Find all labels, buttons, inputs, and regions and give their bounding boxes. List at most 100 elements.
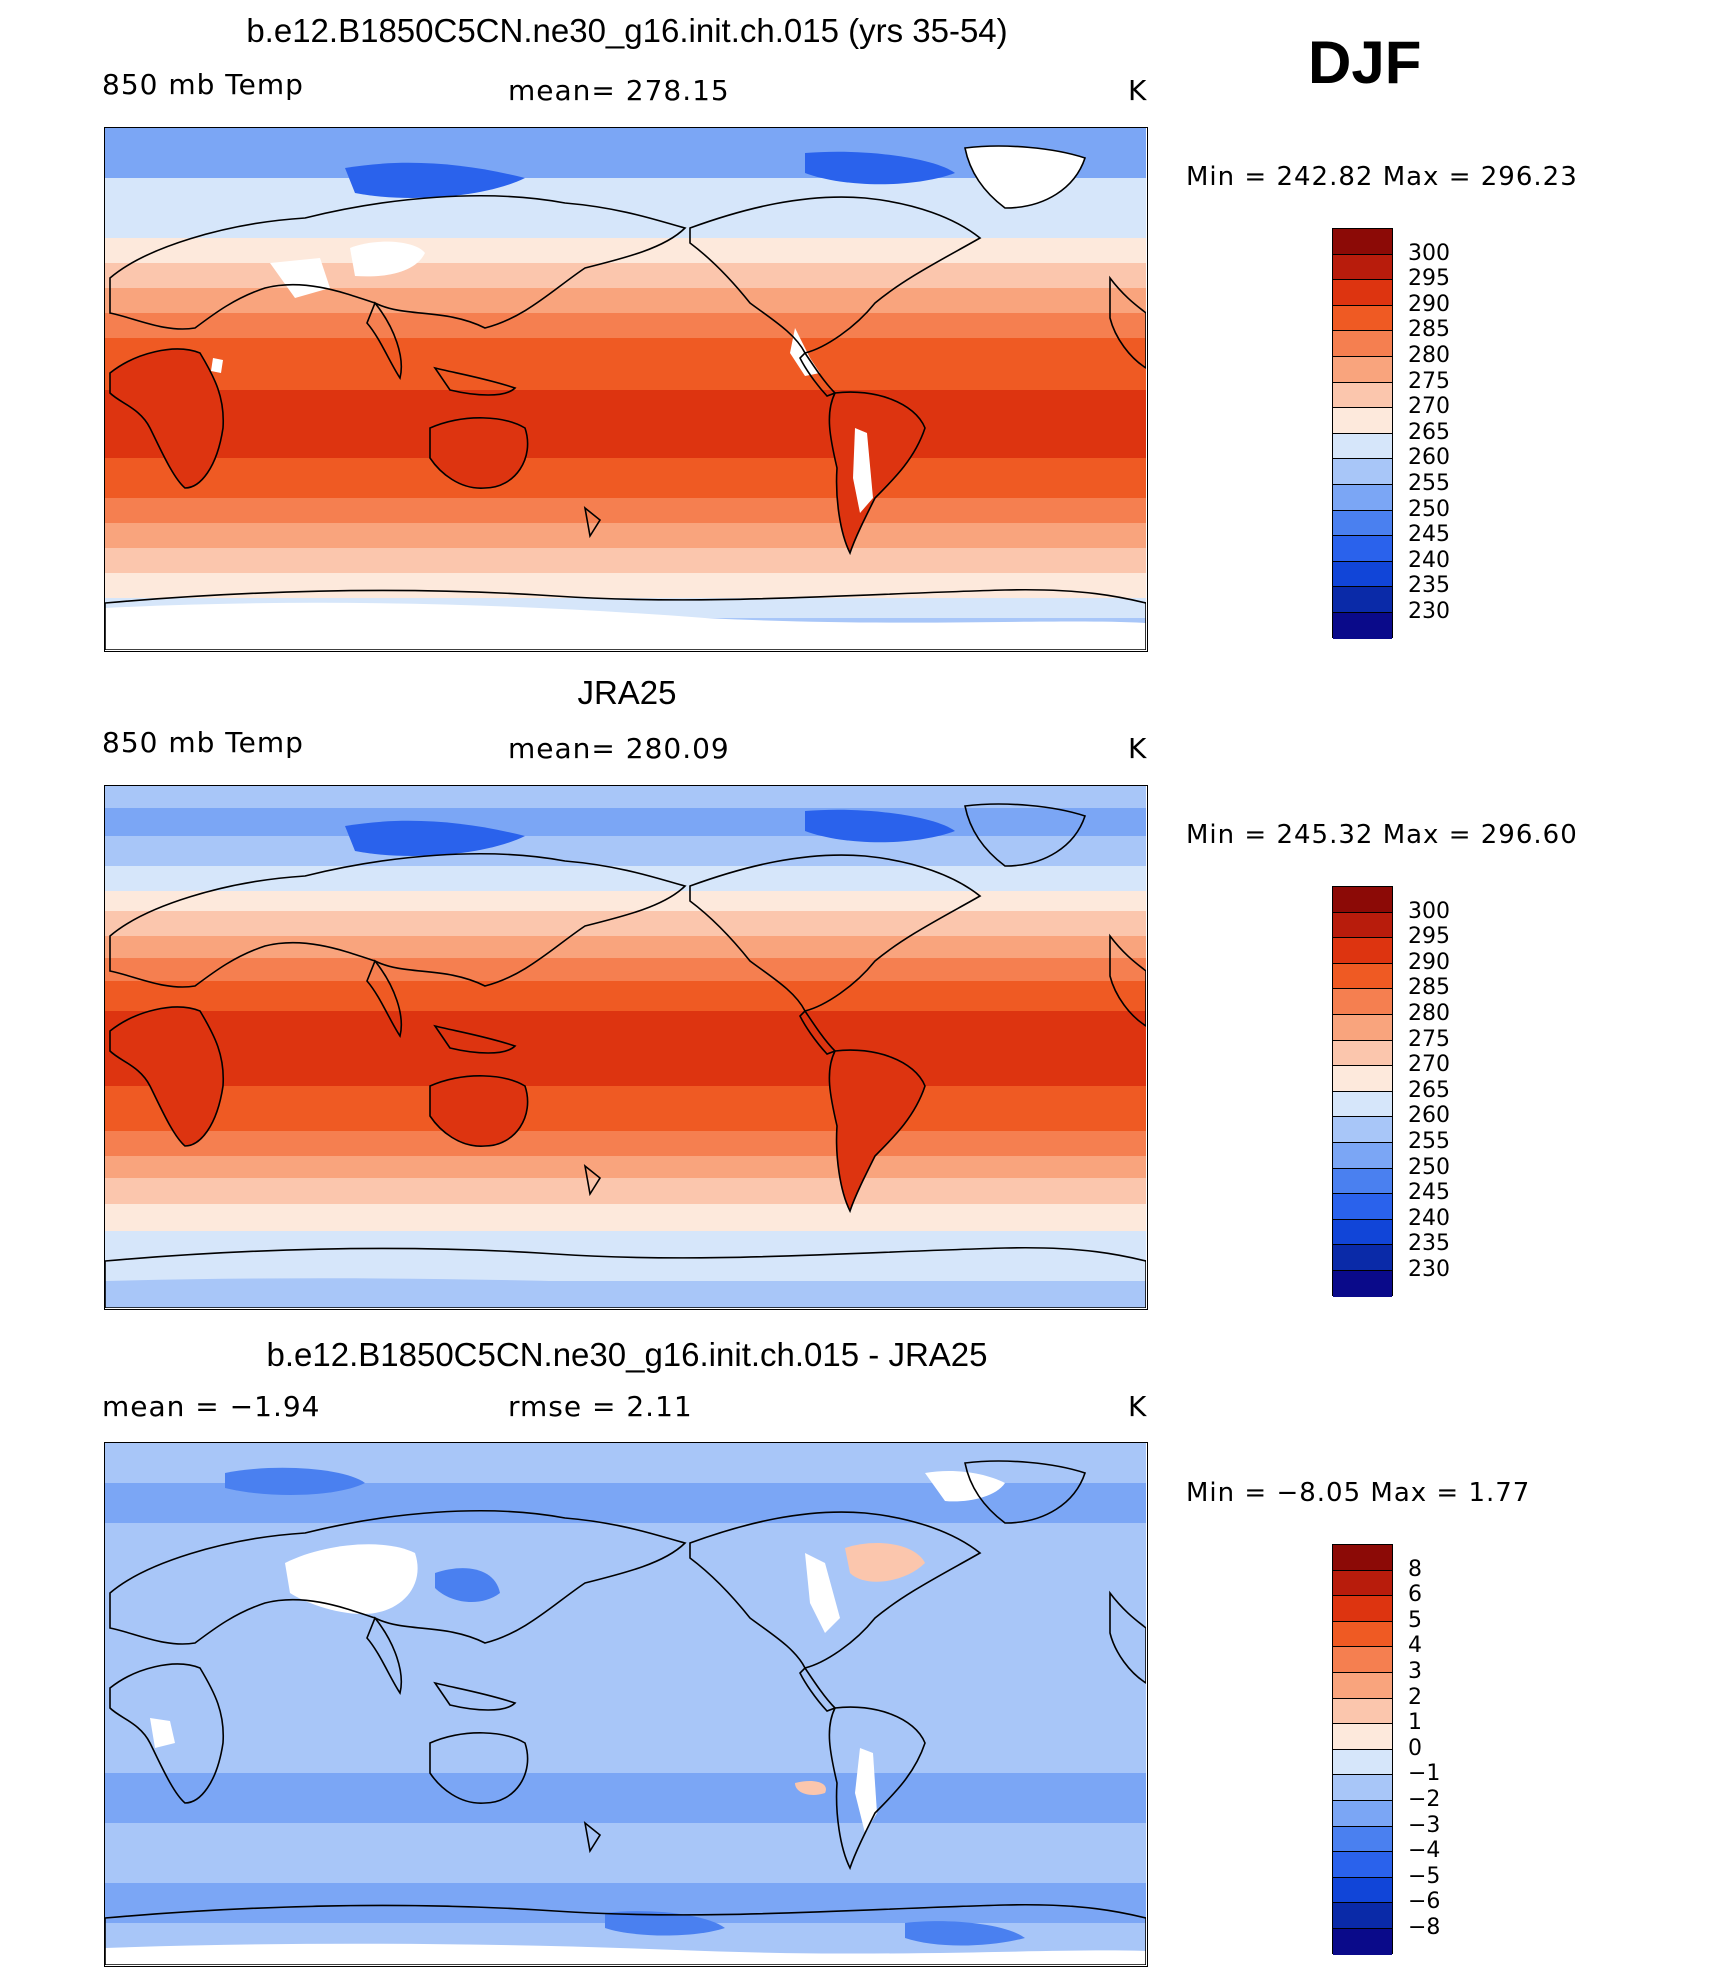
colorbar-bin bbox=[1333, 1826, 1392, 1853]
colorbar-tick-label: 5 bbox=[1408, 1607, 1422, 1633]
latitude-band bbox=[105, 213, 1146, 239]
coastline bbox=[433, 1681, 517, 1711]
colorbar-bin bbox=[1333, 1270, 1392, 1297]
cold-anomaly-region bbox=[225, 1467, 365, 1495]
colorbar-tick-label: 3 bbox=[1408, 1659, 1422, 1684]
colorbar-bin bbox=[1333, 587, 1392, 613]
colorbar-tick-label: 270 bbox=[1408, 394, 1450, 420]
colorbar-tick-label: 300 bbox=[1408, 240, 1450, 266]
missing-data-region bbox=[805, 1553, 840, 1633]
colorbar-tick-label: 265 bbox=[1408, 419, 1450, 445]
coastline bbox=[105, 1246, 1146, 1308]
coastline bbox=[828, 391, 926, 556]
latitude-band bbox=[105, 288, 1146, 314]
colorbar-tick-label: −1 bbox=[1408, 1761, 1441, 1787]
colorbar-tick-label: 260 bbox=[1408, 445, 1450, 471]
cold-anomaly-region bbox=[905, 1921, 1025, 1946]
coastline bbox=[109, 1510, 687, 1645]
coastline bbox=[964, 1460, 1087, 1524]
latitude-band bbox=[105, 458, 1146, 499]
latitude-band bbox=[105, 523, 1146, 549]
colorbar-bin bbox=[1333, 1014, 1392, 1041]
latitude-band bbox=[105, 338, 1146, 391]
colorbar-bin bbox=[1333, 963, 1392, 990]
latitude-band bbox=[105, 1011, 1146, 1087]
coastline bbox=[828, 1706, 926, 1871]
latitude-band bbox=[105, 1156, 1146, 1179]
siberia-cold-region bbox=[345, 820, 525, 856]
colorbar-tick-label: 275 bbox=[1408, 368, 1450, 394]
colorbar-bin bbox=[1333, 1749, 1392, 1776]
colorbar-tick-label: 240 bbox=[1408, 1205, 1450, 1231]
coastline bbox=[366, 959, 403, 1038]
colorbar-tick-label: 300 bbox=[1408, 898, 1450, 924]
colorbar-bin bbox=[1333, 1852, 1392, 1878]
latitude-band bbox=[105, 1086, 1146, 1132]
colorbar-bin bbox=[1333, 459, 1392, 485]
colorbar-bin bbox=[1333, 1800, 1392, 1827]
coastline bbox=[105, 588, 1146, 650]
coastline bbox=[689, 1511, 982, 1669]
panel-3-map bbox=[104, 1442, 1148, 1967]
canada-cold-region bbox=[805, 809, 955, 843]
panel-3-map-graphic bbox=[105, 1443, 1146, 1965]
colorbar-bin bbox=[1333, 305, 1392, 332]
coastline bbox=[429, 1075, 529, 1147]
australia-warm-region bbox=[430, 1075, 528, 1147]
latitude-band bbox=[105, 573, 1146, 599]
colorbar-bin bbox=[1333, 1775, 1392, 1801]
africa-warm-region bbox=[110, 1007, 224, 1146]
panel-1-mean-label: mean= 278.15 bbox=[508, 74, 730, 107]
missing-data-region bbox=[855, 1748, 877, 1833]
missing-data-region bbox=[285, 1544, 418, 1614]
latitude-band bbox=[105, 498, 1146, 524]
colorbar-bin bbox=[1333, 1117, 1392, 1143]
panel-3-minmax: Min = −8.05 Max = 1.77 bbox=[1186, 1478, 1531, 1508]
colorbar-bin bbox=[1333, 1194, 1392, 1220]
coastline bbox=[799, 1009, 837, 1055]
siberia-cold-region bbox=[345, 162, 525, 198]
cold-anomaly-region bbox=[435, 1568, 500, 1603]
latitude-band bbox=[105, 1256, 1146, 1282]
colorbar-tick-label: 230 bbox=[1408, 599, 1450, 624]
colorbar-tick-label: −5 bbox=[1408, 1863, 1441, 1889]
coastline bbox=[799, 351, 837, 397]
colorbar-tick-label: 235 bbox=[1408, 1231, 1450, 1257]
missing-data-region bbox=[105, 602, 1146, 650]
panel-2-minmax: Min = 245.32 Max = 296.60 bbox=[1186, 820, 1578, 850]
coastline bbox=[689, 854, 982, 1012]
coastline bbox=[583, 1821, 602, 1854]
latitude-band bbox=[105, 548, 1146, 574]
missing-data-region bbox=[350, 241, 425, 277]
panel-3-title: b.e12.B1850C5CN.ne30_g16.init.ch.015 - J… bbox=[266, 1336, 988, 1373]
coastline bbox=[433, 366, 517, 396]
latitude-band bbox=[105, 1773, 1146, 1824]
colorbar-bin bbox=[1333, 1040, 1392, 1067]
panel-3-mean-label: mean = −1.94 bbox=[102, 1390, 321, 1423]
warm-anomaly-region bbox=[795, 1781, 826, 1795]
colorbar-tick-label: 4 bbox=[1408, 1633, 1422, 1659]
canada-cold-region bbox=[805, 151, 955, 185]
colorbar-tick-label: 245 bbox=[1408, 1180, 1450, 1206]
latitude-band bbox=[105, 313, 1146, 339]
latitude-band bbox=[105, 1178, 1146, 1205]
latitude-band bbox=[105, 958, 1146, 982]
antarctica-region bbox=[105, 1278, 1146, 1308]
panel-2-map-graphic bbox=[105, 786, 1146, 1308]
colorbar-bin bbox=[1333, 1168, 1392, 1195]
colorbar-tick-label: 6 bbox=[1408, 1582, 1422, 1608]
season-label: DJF bbox=[1308, 29, 1422, 96]
coastline bbox=[109, 1663, 225, 1804]
colorbar-tick-label: 255 bbox=[1408, 1129, 1450, 1154]
australia-warm-region bbox=[430, 417, 528, 489]
missing-data-region bbox=[211, 358, 223, 373]
missing-data-region bbox=[270, 258, 330, 298]
latitude-band bbox=[105, 1231, 1146, 1257]
colorbar-bin bbox=[1333, 1091, 1392, 1118]
panel-1-map bbox=[104, 127, 1148, 652]
colorbar-bin bbox=[1333, 331, 1392, 357]
coastline bbox=[1109, 275, 1146, 369]
colorbar-tick-label: 255 bbox=[1408, 471, 1450, 496]
coastline bbox=[109, 853, 687, 988]
colorbar-bin bbox=[1333, 356, 1392, 383]
